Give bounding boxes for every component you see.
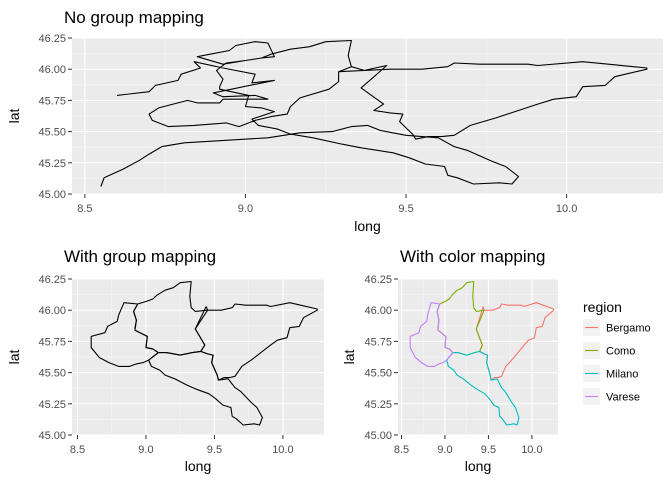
y-axis-label: lat [341,350,357,365]
region-outline-varese [409,302,454,367]
region-outline [148,350,263,426]
chart-title: With group mapping [64,247,216,266]
y-tick-label: 46.00 [38,64,66,76]
x-tick-label: 10.0 [272,444,293,456]
y-tick-label: 45.00 [364,430,392,442]
x-axis-label: long [185,458,211,474]
chart-no-group-mapping: 8.5 9.0 9.5 10.0 45.00 45.25 45.50 45.75 46.00 46… [6,8,663,234]
y-tick-label: 46.00 [38,305,66,317]
x-tick-label: 10.0 [521,444,542,456]
x-tick-label: 9.0 [138,444,153,456]
x-tick-label: 8.5 [77,203,92,215]
x-tick-label: 8.5 [394,444,409,456]
y-tick-label: 46.00 [364,305,392,317]
y-tick-label: 46.25 [38,274,66,286]
x-tick-label: 9.5 [481,444,496,456]
chart-with-group-mapping: 8.5 9.0 9.5 10.0 45.00 45.25 45.50 45.75 46.00 46… [6,247,324,474]
y-tick-label: 46.25 [364,274,392,286]
chart-title: With color mapping [400,247,546,266]
region-outline-milano [446,350,520,426]
y-axis-label: lat [6,109,22,124]
x-tick-label: 9.0 [238,203,253,215]
y-axis-label: lat [6,350,22,365]
legend-label-como: Como [606,346,635,358]
y-tick-label: 46.25 [38,33,66,45]
legend-label-bergamo: Bergamo [606,323,651,335]
x-axis-label: long [354,218,380,234]
y-tick-label: 45.75 [38,95,66,107]
x-tick-label: 9.5 [398,203,413,215]
y-tick-label: 45.25 [364,399,392,411]
data-lines [100,39,648,187]
y-tick-label: 45.25 [38,158,66,170]
region-outline [90,302,159,367]
y-tick-label: 45.75 [364,336,392,348]
y-tick-label: 45.50 [38,127,66,139]
legend-label-milano: Milano [606,369,638,381]
data-lines [409,280,555,426]
legend: region Bergamo Como Milano Varese [583,299,651,405]
x-tick-label: 10.0 [556,203,577,215]
x-tick-label: 8.5 [70,444,85,456]
legend-title: region [583,299,622,315]
legend-label-varese: Varese [606,392,640,404]
chart-with-color-mapping: 8.5 9.0 9.5 10.0 45.00 45.25 45.50 45.75 46.00 46… [341,247,558,474]
y-tick-label: 45.75 [38,336,66,348]
y-tick-label: 45.25 [38,399,66,411]
x-tick-label: 9.0 [437,444,452,456]
y-tick-label: 45.00 [38,430,66,442]
y-tick-label: 45.00 [38,189,66,201]
region-outline [100,39,648,187]
data-lines [90,280,318,426]
y-tick-label: 45.50 [38,368,66,380]
chart-title: No group mapping [64,8,204,27]
x-tick-label: 9.5 [207,444,222,456]
x-axis-label: long [465,458,491,474]
y-tick-label: 45.50 [364,368,392,380]
